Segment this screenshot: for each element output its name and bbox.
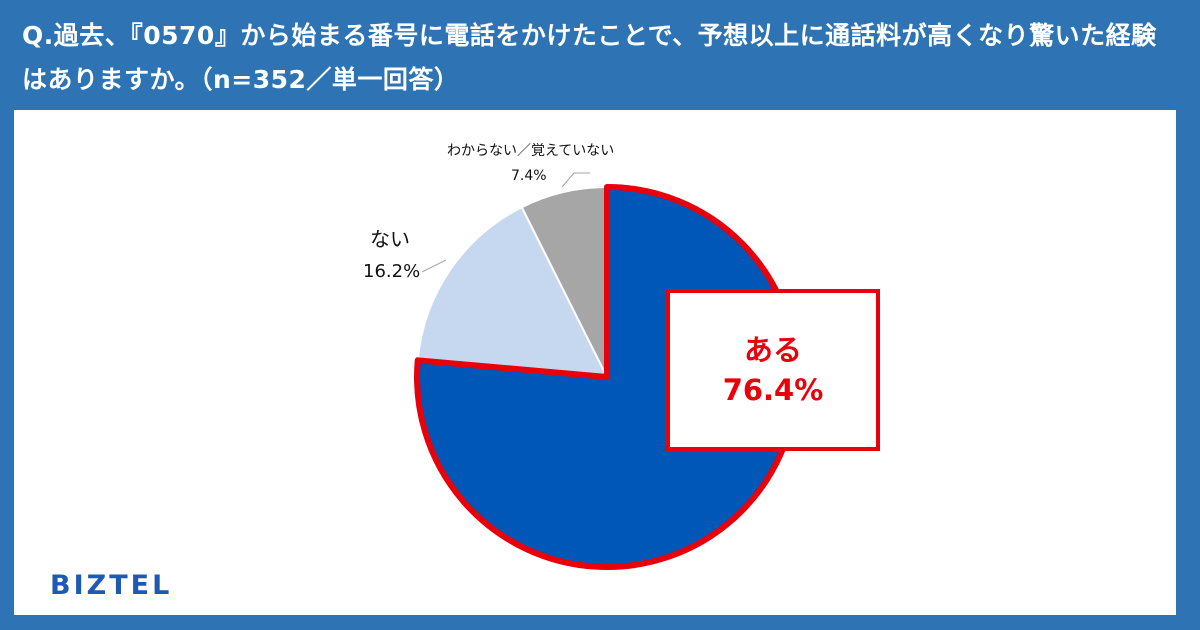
slice-value-unknown: 7.4%: [511, 168, 547, 184]
leader-line-no: [421, 259, 447, 273]
slice-label-no: ない: [370, 227, 410, 251]
slice-label-yes: ある: [743, 333, 802, 367]
slice-value-yes: 76.4%: [722, 373, 824, 407]
chart-panel: わからない／覚えていない 7.4% ない 16.2% ある 76.4% BIZT…: [14, 110, 1176, 615]
leader-line-unknown: [561, 172, 590, 188]
callout-yes: ある 76.4%: [666, 289, 880, 451]
slice-label-unknown: わからない／覚えていない: [447, 143, 615, 159]
slice-value-no: 16.2%: [363, 261, 421, 282]
pie-slice-no: [416, 205, 609, 379]
question-title: Q.過去、『0570』から始まる番号に電話をかけたことで、予想以上に通話料が高く…: [22, 21, 1157, 94]
pie-chart: [414, 172, 800, 570]
biztel-logo: BIZTEL: [50, 570, 173, 601]
pie-slice-yes: [414, 184, 800, 570]
